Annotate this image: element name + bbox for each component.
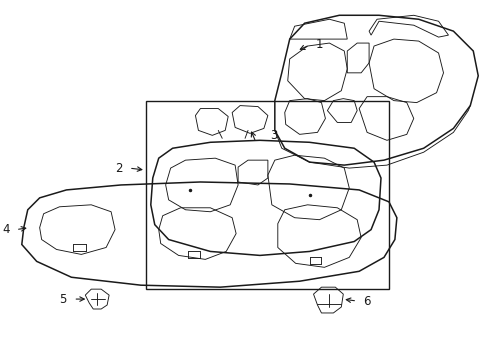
Text: 5: 5 xyxy=(59,293,66,306)
Text: 6: 6 xyxy=(363,294,370,307)
Text: 4: 4 xyxy=(2,223,10,236)
Text: 2: 2 xyxy=(115,162,123,175)
Text: 3: 3 xyxy=(269,129,277,142)
Text: 1: 1 xyxy=(315,37,323,50)
